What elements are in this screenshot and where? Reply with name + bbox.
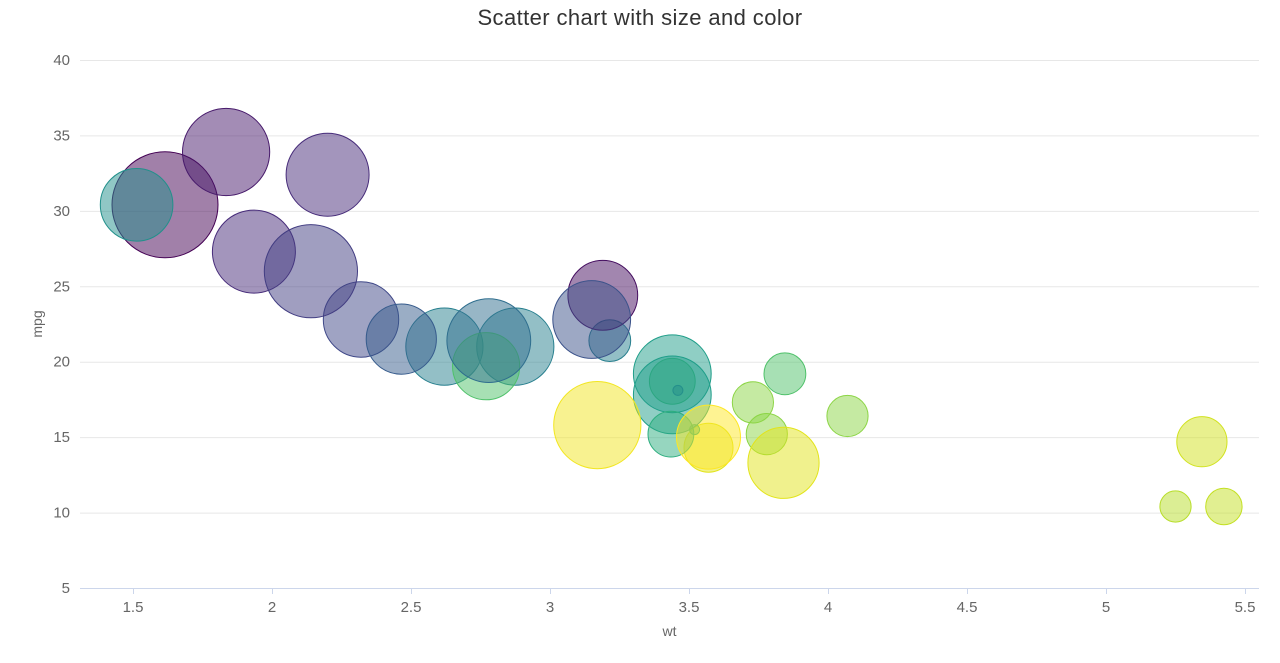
x-tick-label: 1.5 (123, 599, 144, 616)
bubble[interactable] (676, 404, 741, 470)
x-tick-label: 5 (1102, 599, 1110, 616)
y-tick-label: 30 (53, 203, 70, 220)
x-tick-label: 4 (824, 599, 832, 616)
chart-title: Scatter chart with size and color (477, 5, 803, 30)
y-tick-label: 5 (62, 580, 70, 597)
bubble[interactable] (763, 352, 807, 396)
bubble[interactable] (1205, 487, 1243, 526)
bubble[interactable] (553, 381, 642, 470)
bubble[interactable] (263, 224, 358, 319)
y-tick-label: 15 (53, 429, 70, 446)
bubble[interactable] (747, 426, 820, 499)
bubble[interactable] (285, 132, 370, 217)
y-tick-label: 10 (53, 505, 70, 522)
x-axis-title: wt (662, 623, 677, 639)
bubble[interactable] (99, 168, 174, 242)
x-tick-label: 2.5 (401, 599, 422, 616)
y-tick-label: 40 (53, 52, 70, 69)
bubble[interactable] (826, 394, 869, 438)
bubble[interactable] (1159, 490, 1192, 523)
bubble[interactable] (552, 280, 632, 359)
y-tick-label: 20 (53, 354, 70, 371)
x-tick-label: 3.5 (679, 599, 700, 616)
bubble[interactable] (182, 107, 271, 197)
bubble[interactable] (446, 298, 532, 384)
y-tick-label: 25 (53, 278, 70, 295)
x-tick-label: 3 (546, 599, 554, 616)
bubble[interactable] (1176, 416, 1228, 468)
bubble[interactable] (365, 303, 437, 375)
x-tick-label: 5.5 (1235, 599, 1256, 616)
x-tick-label: 2 (268, 599, 276, 616)
y-axis-title: mpg (29, 310, 45, 338)
x-tick-label: 4.5 (957, 599, 978, 616)
y-tick-label: 35 (53, 127, 70, 144)
